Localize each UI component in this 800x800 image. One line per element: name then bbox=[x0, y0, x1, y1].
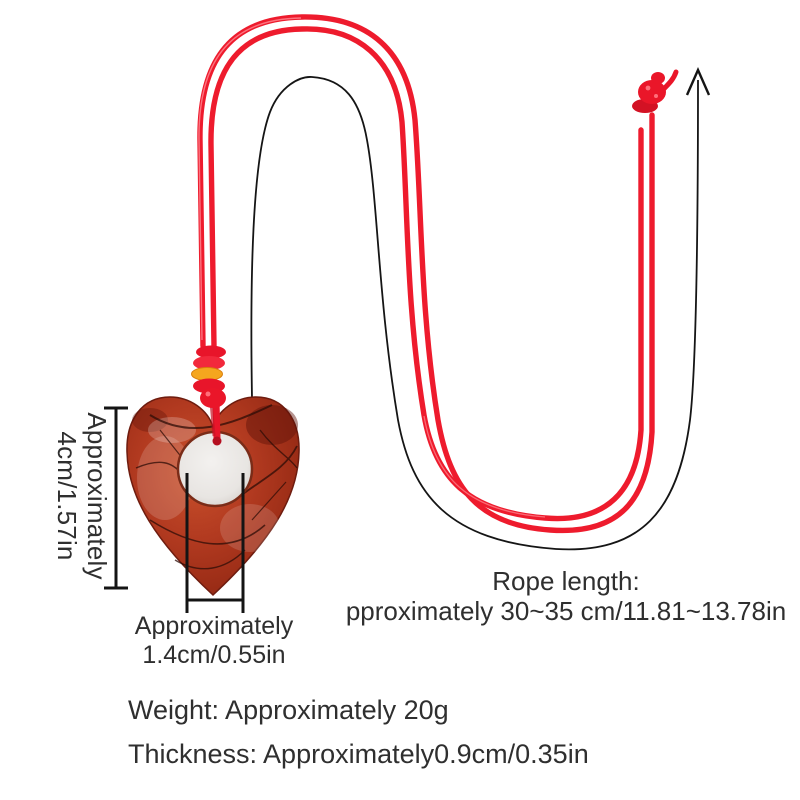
rope-length-value: pproximately 30~35 cm/11.81~13.78in bbox=[345, 596, 787, 626]
rope-measurement-arc bbox=[250, 67, 711, 551]
pendant-height-line1: Approximately bbox=[82, 412, 112, 580]
weight-spec: Weight: Approximately 20g bbox=[128, 695, 449, 725]
rope-length-title: Rope length: bbox=[492, 566, 640, 596]
pendant-height-line2: 4cm/1.57in bbox=[52, 431, 82, 561]
knot-yellow-wrap bbox=[191, 367, 223, 381]
hole-width-line2: 1.4cm/0.55in bbox=[142, 641, 286, 669]
height-dimension-line bbox=[104, 406, 128, 590]
thickness-spec: Thickness: Approximately0.9cm/0.35in bbox=[128, 739, 589, 769]
hole-dimension-bracket bbox=[185, 473, 245, 613]
hole-width-label: Approximately 1.4cm/0.55in bbox=[64, 612, 364, 670]
heart-pendant bbox=[126, 396, 300, 597]
pendant-height-label: Approximately 4cm/1.57in bbox=[52, 390, 112, 602]
rope-end-knot bbox=[632, 69, 679, 113]
necklace-rope bbox=[197, 14, 655, 534]
rope-length-label: Rope length: pproximately 30~35 cm/11.81… bbox=[340, 566, 792, 626]
arrow-up-icon bbox=[685, 67, 711, 96]
rope-cord-inner bbox=[208, 26, 644, 522]
bottom-specs: Weight: Approximately 20g Thickness: App… bbox=[128, 688, 589, 776]
pendant-knot bbox=[191, 345, 226, 446]
hole-width-line1: Approximately bbox=[134, 612, 294, 640]
